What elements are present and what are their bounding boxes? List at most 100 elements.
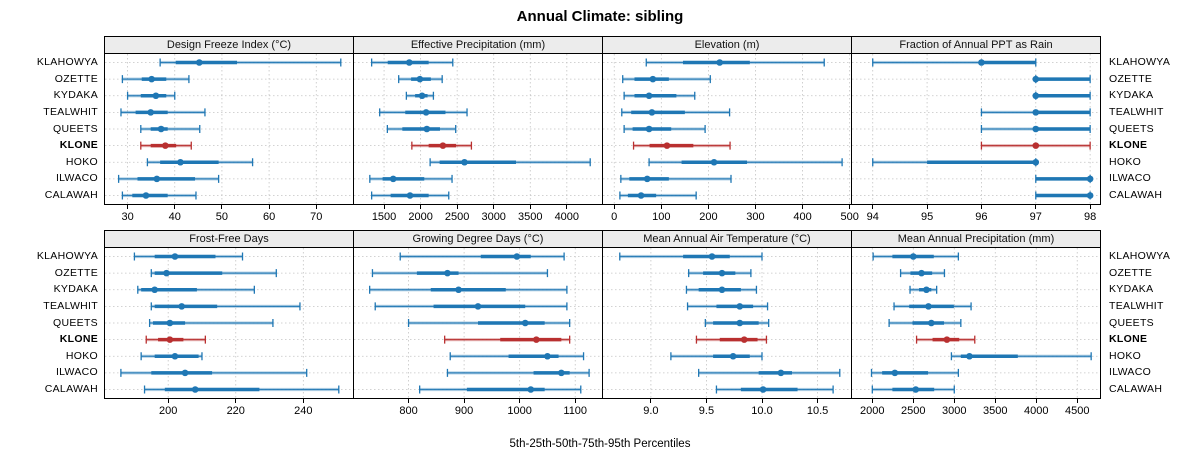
tick-label: 3500 <box>983 405 1008 417</box>
strip-label: Frost-Free Days <box>189 233 269 245</box>
series-calawah <box>715 385 834 394</box>
tick-label: 94 <box>866 211 879 223</box>
tick-mark <box>529 205 531 209</box>
station-label-ozette: OZETTE <box>1109 72 1153 85</box>
tick-mark <box>456 205 458 209</box>
series-queets <box>407 319 571 327</box>
x-axis: 0 100 200 300 400 500 <box>602 205 859 230</box>
station-label-calawah: CALAWAH <box>44 189 98 201</box>
panel-growing-degree-days: Growing Degree Days (°C) 800 900 1000 1100 <box>353 230 603 424</box>
tick-mark <box>1035 205 1037 209</box>
plot-area <box>851 53 1101 205</box>
tick-mark <box>574 399 576 403</box>
tick-label: 1000 <box>507 405 532 417</box>
station-label-klahowya: KLAHOWYA <box>36 250 98 262</box>
plot-canvas <box>104 247 354 399</box>
series-klahowya <box>872 58 1037 67</box>
station-label-queets: QUEETS <box>53 316 98 329</box>
station-label-ozette: OZETTE <box>54 266 98 279</box>
series-klahowya <box>619 252 763 261</box>
series-tealwhit <box>621 108 731 117</box>
tick-mark <box>1035 399 1037 403</box>
station-label-tealwhit: TEALWHIT <box>1109 299 1164 312</box>
tick-mark <box>994 399 996 403</box>
tick-label: 3500 <box>518 211 543 223</box>
series-ilwaco <box>446 368 590 377</box>
series-queets <box>386 125 457 133</box>
tick-label: 800 <box>399 405 418 417</box>
series-tealwhit <box>120 108 206 117</box>
series-hoko <box>872 158 1040 167</box>
plot-canvas <box>353 247 603 399</box>
tick-label: 4500 <box>1064 405 1090 417</box>
tick-label: 900 <box>454 405 474 417</box>
series-hoko <box>670 352 763 361</box>
tick-mark <box>926 205 928 209</box>
station-labels-left-row1: KLAHOWYA OZETTE KYDAKA TEALWHIT QUEETS KLONE H… <box>0 36 104 230</box>
series-klahowya <box>399 252 565 261</box>
strip-label: Fraction of Annual PPT as Rain <box>899 39 1053 51</box>
series-klahowya <box>133 252 244 261</box>
x-axis: 9.0 9.5 10.0 10.5 <box>602 399 852 424</box>
tick-label: 2500 <box>444 211 470 223</box>
plot-canvas <box>353 53 603 205</box>
tick-mark <box>817 399 819 403</box>
plot-area <box>851 247 1101 399</box>
series-ozette <box>899 269 946 278</box>
tick-mark <box>174 205 176 209</box>
tick-label: 4000 <box>1023 405 1049 417</box>
strip-label: Growing Degree Days (°C) <box>412 233 544 245</box>
series-tealwhit <box>374 302 568 311</box>
tick-mark <box>1089 205 1091 209</box>
tick-label: 220 <box>226 405 245 417</box>
series-kydaka <box>137 285 255 294</box>
station-label-tealwhit: TEALWHIT <box>43 299 98 312</box>
plot-canvas <box>104 53 354 205</box>
tick-mark <box>493 205 495 209</box>
station-label-klone: KLONE <box>59 139 98 152</box>
station-label-kydaka: KYDAKA <box>53 89 98 102</box>
tick-mark <box>315 205 317 209</box>
station-label-klone: KLONE <box>59 333 98 346</box>
panel-frost-free-days: Frost-Free Days 200 220 240 <box>104 230 354 424</box>
tick-mark <box>268 205 270 209</box>
tick-label: 200 <box>159 405 178 417</box>
plot-area <box>602 247 852 399</box>
station-label-kydaka: KYDAKA <box>1109 283 1154 296</box>
strip-label: Mean Annual Air Temperature (°C) <box>643 233 811 245</box>
tick-label: 1500 <box>371 211 397 223</box>
series-klahowya <box>370 58 454 67</box>
series-kydaka <box>909 285 938 294</box>
series-calawah <box>143 385 340 394</box>
tick-label: 200 <box>699 211 718 223</box>
station-label-kydaka: KYDAKA <box>1109 89 1154 102</box>
series-ozette <box>150 269 277 278</box>
tick-mark <box>519 399 521 403</box>
tick-label: 3000 <box>942 405 967 417</box>
plot-area <box>353 247 603 399</box>
plot-area <box>104 53 354 205</box>
series-klahowya <box>159 58 342 67</box>
x-axis: 2000 2500 3000 3500 4000 4500 <box>851 399 1101 424</box>
tick-mark <box>408 399 410 403</box>
panel-mean-annual-precipitation: Mean Annual Precipitation (mm) 2000 2500 3… <box>851 230 1101 424</box>
panel-strip: Elevation (m) <box>602 36 852 53</box>
station-label-calawah: CALAWAH <box>44 383 98 395</box>
series-queets <box>623 125 706 133</box>
x-axis: 800 900 1000 1100 <box>353 399 603 424</box>
series-kydaka <box>623 91 696 100</box>
series-calawah <box>121 191 197 200</box>
tick-mark <box>980 205 982 209</box>
panel-effective-precipitation: Effective Precipitation (mm) 1500 2000 250… <box>353 36 603 230</box>
tick-mark <box>705 399 707 403</box>
series-tealwhit <box>150 302 301 311</box>
series-calawah <box>419 385 582 394</box>
series-klone <box>915 335 976 344</box>
tick-label: 10.0 <box>751 405 773 417</box>
series-klahowya <box>872 252 960 261</box>
plot-canvas <box>602 53 852 205</box>
x-axis: 1500 2000 2500 3000 3500 4000 <box>353 205 603 230</box>
station-label-ozette: OZETTE <box>1109 266 1153 279</box>
series-ilwaco <box>369 174 453 183</box>
series-ozette <box>121 75 190 84</box>
